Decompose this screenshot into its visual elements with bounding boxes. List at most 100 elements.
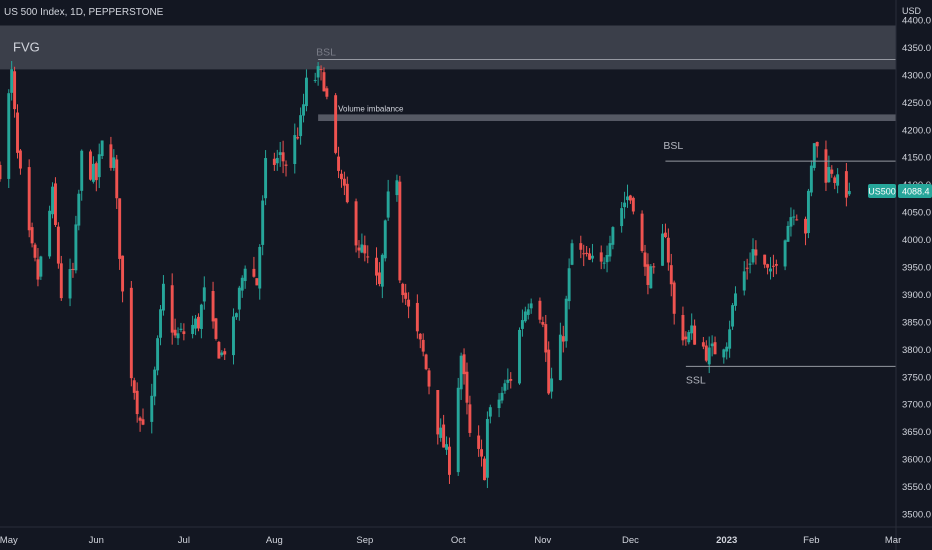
candle-body — [234, 313, 238, 318]
candle — [337, 146, 341, 179]
candle — [316, 62, 320, 86]
candle — [742, 261, 746, 296]
candle — [713, 336, 717, 355]
candle — [27, 159, 31, 238]
candle — [497, 393, 501, 418]
currency-label: USD — [902, 6, 922, 16]
candle — [558, 322, 562, 381]
candle-body — [748, 263, 752, 265]
candle-body — [792, 216, 796, 218]
candle — [526, 303, 530, 320]
candle-body — [240, 277, 244, 291]
candle-body — [827, 166, 831, 183]
price-axis[interactable]: 3500.0 3550.0 3600.0 3650.0 3700.0 3750.0 3800… — [868, 0, 932, 550]
candle-body — [731, 305, 735, 327]
candle — [345, 176, 349, 204]
candle-body — [340, 173, 343, 180]
candle — [734, 286, 737, 311]
candle-body — [377, 272, 381, 284]
candle-body — [182, 331, 186, 335]
candle-body — [786, 225, 790, 242]
price-tick-label: 3700.0 — [902, 400, 931, 411]
candle — [13, 66, 17, 118]
candle — [176, 327, 180, 345]
price-tick-label: 4200.0 — [902, 125, 931, 136]
candle-body — [97, 154, 101, 178]
candle-body — [570, 243, 574, 265]
candle — [281, 140, 285, 174]
candle-body — [354, 201, 358, 246]
candle — [602, 257, 606, 269]
candle-body — [485, 418, 489, 478]
candle — [261, 195, 265, 256]
candle — [652, 263, 656, 274]
price-tick-label: 3500.0 — [902, 510, 931, 521]
candle — [477, 425, 481, 457]
candle — [824, 140, 828, 192]
candle — [74, 215, 78, 274]
candle — [118, 198, 122, 270]
candle-body — [588, 253, 592, 260]
candle — [80, 149, 84, 201]
candle-body — [275, 157, 279, 164]
candle — [363, 235, 367, 262]
candle — [377, 262, 381, 287]
time-axis[interactable]: May Jun Jul Aug Sep Oct Nov Dec 2023 Feb Mar — [0, 526, 932, 546]
candle-body — [150, 395, 154, 422]
candle — [135, 382, 139, 423]
candle — [322, 67, 326, 92]
candle-body — [68, 269, 72, 299]
candle — [806, 188, 810, 239]
candle-body — [567, 268, 571, 302]
candle-body — [13, 71, 17, 110]
candle-body — [812, 143, 816, 168]
candle — [751, 238, 755, 265]
candle — [520, 309, 524, 337]
price-tick-label: 3550.0 — [902, 482, 931, 493]
candle-body — [284, 164, 288, 166]
candle — [518, 327, 521, 385]
candle — [488, 404, 492, 424]
candle-body — [538, 300, 542, 320]
candle-body — [506, 379, 510, 383]
candle — [567, 258, 571, 310]
candle — [588, 248, 592, 261]
candle-body — [652, 266, 656, 268]
candle-body — [296, 137, 300, 139]
candle-body — [121, 255, 125, 292]
candle-body — [526, 309, 530, 315]
candle — [97, 143, 101, 189]
candle — [415, 294, 419, 339]
candle-body — [436, 390, 440, 435]
candle — [783, 239, 787, 271]
candle — [129, 281, 133, 387]
candle-body — [132, 380, 136, 393]
candle — [704, 340, 708, 363]
candle-body — [713, 342, 717, 355]
candle — [462, 348, 466, 385]
candle — [89, 149, 92, 181]
candle-body — [783, 240, 787, 267]
candle — [243, 265, 247, 289]
candle — [424, 353, 428, 371]
candle — [529, 298, 533, 314]
candle — [395, 174, 399, 202]
candle — [611, 226, 615, 250]
candle — [357, 240, 361, 259]
candle-body — [304, 77, 308, 107]
candle-body — [214, 318, 218, 339]
candle — [483, 456, 486, 481]
candle-body — [18, 150, 22, 169]
candle — [570, 239, 574, 266]
candle — [774, 259, 778, 275]
candle — [623, 191, 627, 219]
ssl-label: SSL — [686, 374, 706, 386]
candle-body — [232, 316, 235, 356]
candle-body — [316, 66, 320, 78]
candle — [585, 245, 589, 257]
candle-body — [220, 352, 224, 356]
candle-body — [272, 158, 276, 165]
candle-body — [500, 392, 504, 401]
